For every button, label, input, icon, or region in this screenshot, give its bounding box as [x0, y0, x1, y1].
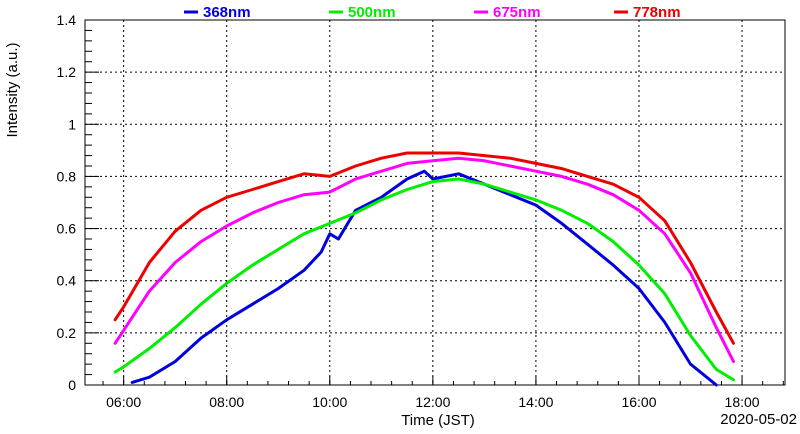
x-tick-label: 10:00	[312, 394, 347, 410]
x-tick-label: 06:00	[106, 394, 141, 410]
y-tick-label: 0	[68, 377, 76, 393]
series-line-368nm	[130, 169, 718, 387]
y-tick-label: 0.2	[57, 325, 77, 341]
series-line-778nm	[113, 151, 735, 345]
y-tick-label: 1.2	[57, 64, 77, 80]
series-line-500nm	[113, 177, 735, 382]
legend-label: 778nm	[633, 4, 681, 21]
x-axis-label: Time (JST)	[401, 412, 475, 429]
y-tick-label: 0.8	[57, 168, 77, 184]
y-axis-label: Intensity (a.u.)	[4, 42, 21, 137]
y-tick-label: 1	[68, 116, 76, 132]
y-tick-label: 1.4	[57, 12, 77, 28]
x-tick-label: 08:00	[209, 394, 244, 410]
legend-label: 500nm	[348, 4, 396, 21]
date-label: 2020-05-02	[720, 411, 797, 428]
series-layer	[113, 151, 735, 387]
x-tick-label: 16:00	[621, 394, 656, 410]
y-tick-label: 0.6	[57, 221, 77, 237]
grid-lines	[85, 20, 785, 385]
y-tick-label: 0.4	[57, 273, 77, 289]
x-tick-label: 18:00	[725, 394, 760, 410]
axis-ticks: 06:00 08:00 10:00 12:00 14:00 16:00 18:00 0 0.2 0…	[57, 12, 784, 410]
x-tick-label: 12:00	[415, 394, 450, 410]
x-tick-label: 14:00	[518, 394, 553, 410]
plot-frame	[84, 19, 786, 386]
legend: 368nm 500nm 675nm 778nm	[184, 4, 681, 21]
series-line-675nm	[113, 156, 735, 363]
legend-label: 368nm	[203, 4, 251, 21]
legend-label: 675nm	[493, 4, 541, 21]
